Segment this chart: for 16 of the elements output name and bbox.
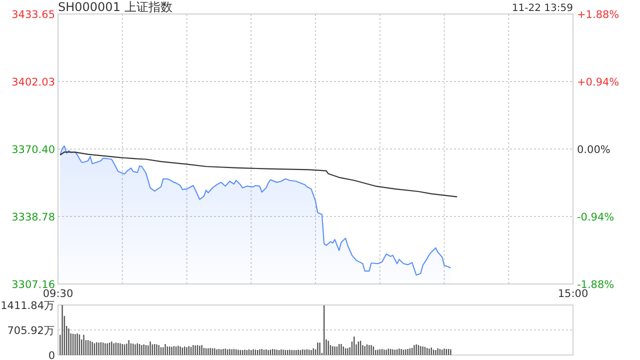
y2-tick-label: -0.94% bbox=[577, 212, 614, 224]
y-tick-label: 705.92万 bbox=[7, 325, 55, 337]
y-tick-label: 0 bbox=[48, 350, 55, 360]
y-tick-label: 3338.78 bbox=[12, 212, 55, 224]
y2-tick-label: 0.00% bbox=[577, 144, 610, 156]
y2-tick-label: +0.94% bbox=[577, 76, 620, 88]
y-tick-label: 1411.84万 bbox=[0, 300, 55, 312]
y2-tick-label: +1.88% bbox=[577, 9, 620, 21]
y-tick-label: 3402.03 bbox=[12, 76, 55, 88]
text: 11-22 13:59 bbox=[512, 3, 573, 14]
x-tick-label: 09:30 bbox=[42, 288, 74, 300]
y-tick-label: 3433.65 bbox=[12, 9, 55, 21]
line-series bbox=[60, 151, 458, 198]
y-tick-label: 3370.40 bbox=[12, 144, 55, 156]
chart-title: SH000001 上证指数 bbox=[58, 0, 172, 14]
x-tick-label: 15:00 bbox=[558, 288, 588, 300]
